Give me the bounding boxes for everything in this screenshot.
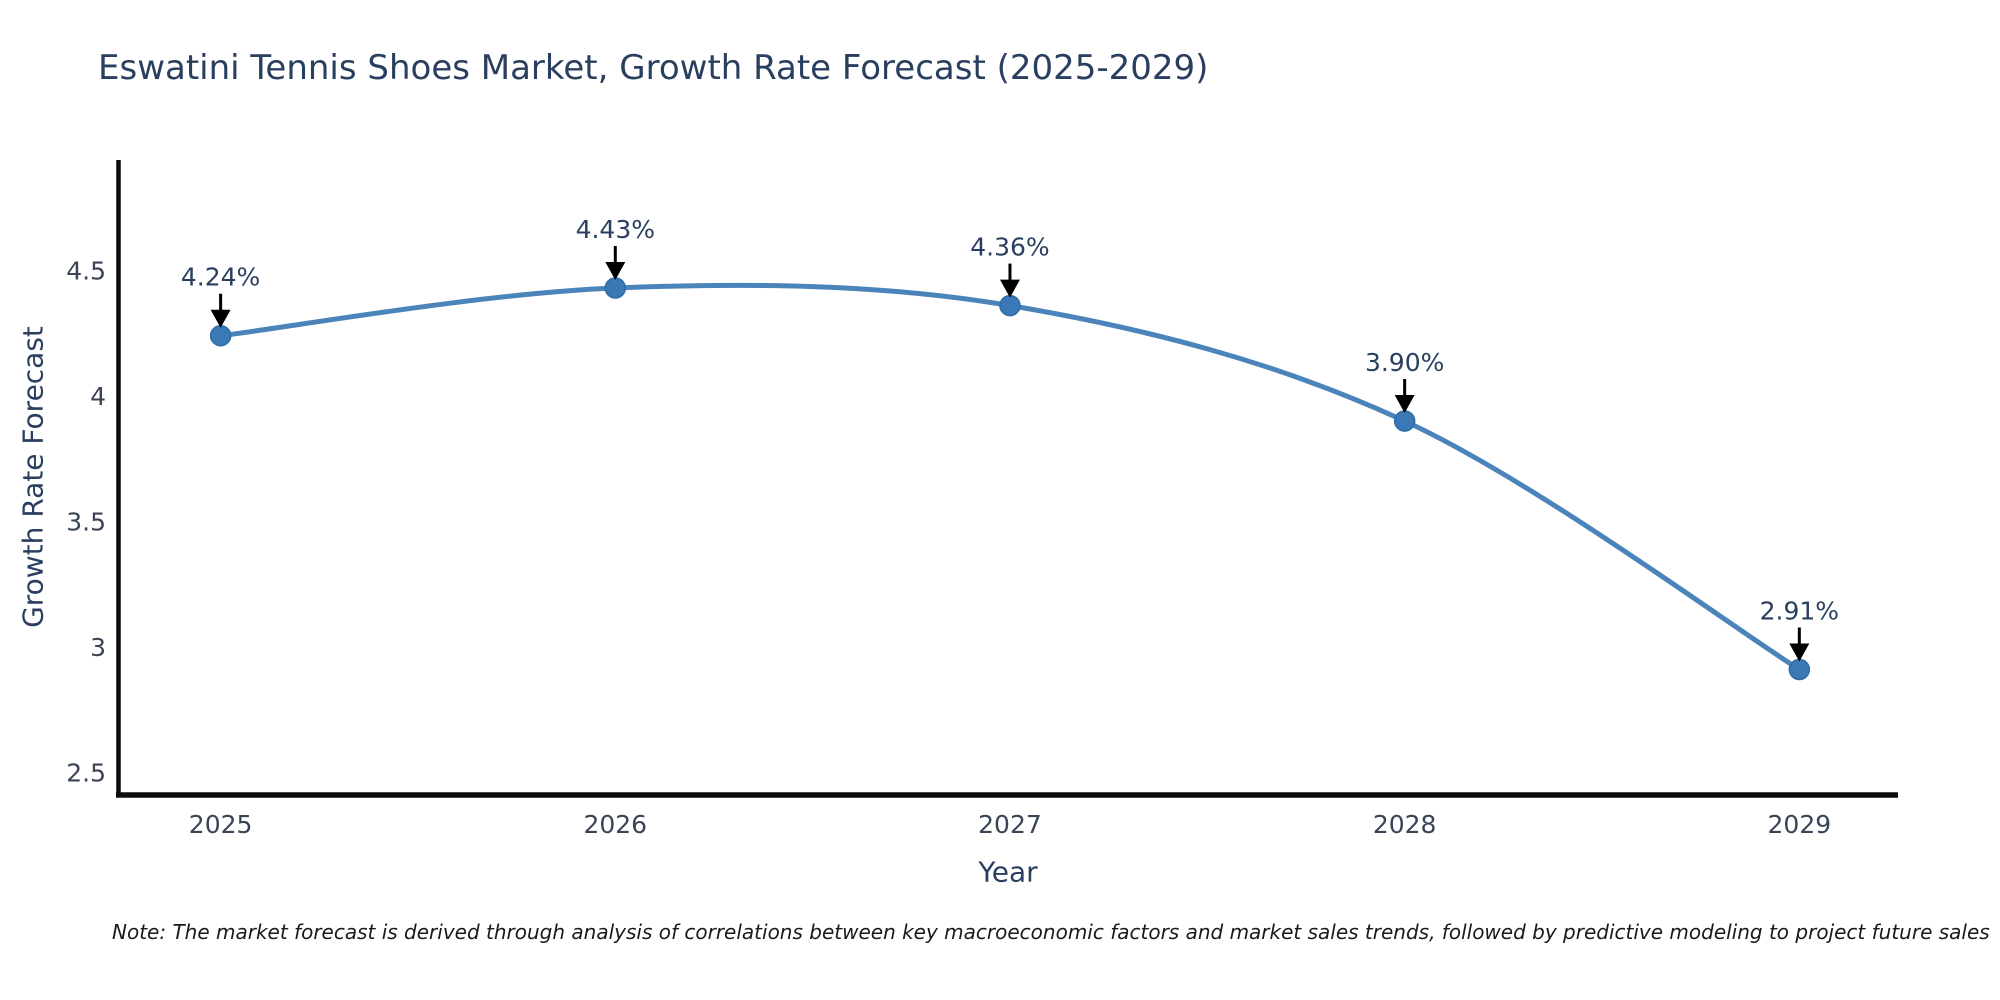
data-point-annotation: 2.91%: [1760, 597, 1839, 626]
data-point-annotation: 4.24%: [181, 263, 260, 292]
x-tick-label: 2029: [1768, 810, 1832, 839]
x-axis-title: Year: [978, 855, 1038, 889]
data-point-annotation: 4.36%: [970, 233, 1049, 262]
footnote: Note: The market forecast is derived thr…: [112, 920, 1990, 944]
annotation-arrowhead: [1789, 643, 1810, 662]
x-tick-label: 2028: [1373, 810, 1437, 839]
y-tick-label: 3.5: [66, 507, 106, 536]
x-tick-label: 2027: [978, 810, 1042, 839]
y-tick-label: 4: [90, 382, 106, 411]
annotation-arrowhead: [605, 262, 626, 281]
y-tick-label: 2.5: [66, 758, 106, 787]
y-axis-title: Growth Rate Forecast: [16, 326, 50, 628]
x-tick-label: 2026: [583, 810, 647, 839]
data-point-annotation: 3.90%: [1365, 348, 1444, 377]
annotation-arrowhead: [210, 309, 231, 328]
annotation-arrowhead: [999, 279, 1020, 298]
data-point-marker[interactable]: [1393, 410, 1416, 432]
x-tick-label: 2025: [189, 810, 253, 839]
data-point-annotation: 4.43%: [576, 215, 655, 244]
data-point-marker[interactable]: [604, 277, 627, 299]
data-point-marker[interactable]: [209, 324, 232, 347]
data-point-marker[interactable]: [999, 294, 1021, 317]
annotation-arrowhead: [1394, 395, 1415, 414]
y-tick-label: 4.5: [66, 256, 106, 285]
line-series: [220, 282, 1801, 672]
data-point-marker[interactable]: [1788, 658, 1811, 681]
y-tick-label: 3: [90, 633, 106, 662]
chart-title: Eswatini Tennis Shoes Market, Growth Rat…: [98, 48, 1209, 88]
